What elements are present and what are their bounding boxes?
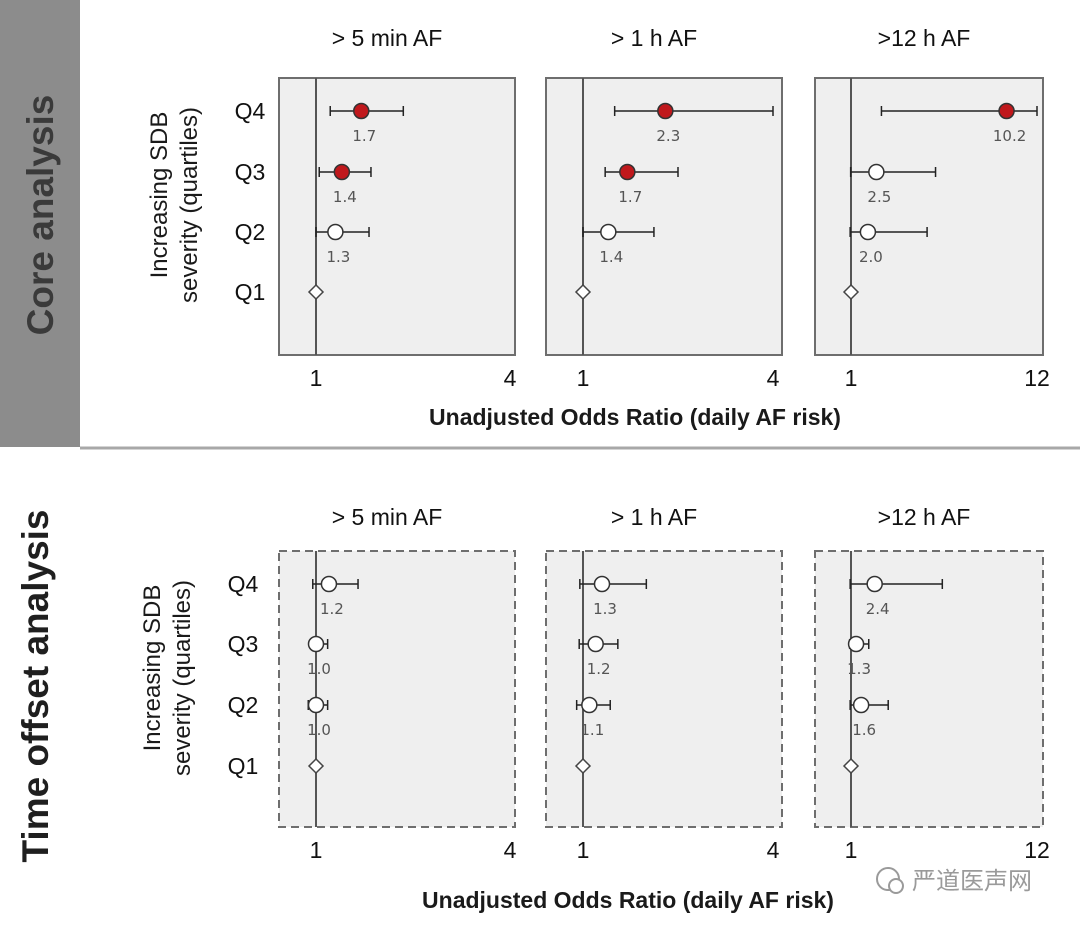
point-marker [307,635,325,653]
panel-title: > 1 h AF [611,504,697,530]
watermark-logo-icon-inner [888,878,904,894]
x-tick-label: 1 [577,837,590,863]
point-marker [593,575,611,593]
value-label: 1.7 [618,188,642,206]
x-tick-label: 1 [310,837,323,863]
panel-title: >12 h AF [878,25,971,51]
reference-diamond-marker [842,757,860,775]
time-offset-side-band [0,451,80,927]
value-label: 1.1 [580,721,604,739]
panel-frame [278,550,516,828]
x-tick-label: 1 [310,365,323,391]
category-label: Q2 [235,219,266,245]
category-label: Q3 [228,631,259,657]
forest-panel: >12 h AF 1 12 10.2 2.5 2.0 [814,25,1050,391]
value-label: 1.3 [593,600,617,618]
core-side-band [0,0,80,447]
panel-frame [814,550,1044,828]
category-label: Q4 [235,98,266,124]
x-tick-label: 4 [767,837,780,863]
panel-title: > 1 h AF [611,25,697,51]
value-label: 1.4 [599,248,623,266]
value-label: 10.2 [993,127,1026,145]
significant-point-marker [619,163,636,181]
panel-frame [814,77,1044,356]
significant-point-marker [998,102,1015,120]
x-tick-label: 1 [845,365,858,391]
value-label: 1.7 [352,127,376,145]
panel-title: > 5 min AF [332,25,443,51]
value-label: 1.0 [307,660,331,678]
reference-diamond-marker [574,757,592,775]
value-label: 1.2 [320,600,344,618]
core-x-axis-title: Unadjusted Odds Ratio (daily AF risk) [429,404,841,430]
x-tick-label: 4 [504,365,517,391]
value-label: 2.4 [866,600,890,618]
panel-frame [545,550,783,828]
value-label: 2.0 [859,248,883,266]
panel-title: > 5 min AF [332,504,443,530]
significant-point-marker [657,102,674,120]
value-label: 1.3 [847,660,871,678]
point-marker [600,223,617,241]
value-label: 1.0 [307,721,331,739]
value-label: 1.3 [326,248,350,266]
significant-point-marker [333,163,351,181]
category-label: Q1 [235,279,266,305]
value-label: 1.6 [852,721,876,739]
time-offset-row-axis-title-line2: severity (quartiles) [169,580,196,776]
reference-diamond-marker [574,283,592,301]
point-marker [852,696,870,714]
panel-title: >12 h AF [878,504,971,530]
forest-panel: > 1 h AF 1 4 1.3 1.2 1.1 [545,504,783,863]
watermark: 严道医声网 [876,867,1032,895]
value-label: 1.2 [587,660,611,678]
x-tick-label: 1 [577,365,590,391]
forest-panel: > 1 h AF 1 4 2.3 1.7 1.4 [545,25,783,391]
forest-panels: > 5 min AF 1 4 Q4 1.7 Q3 1.4 Q2 1.3 Q1 > 1 h AF 1 4 2… [228,25,1050,863]
category-label: Q1 [228,753,259,779]
panel-frame [545,77,783,356]
x-tick-label: 1 [845,837,858,863]
time-offset-row-axis-title-line1: Increasing SDB [139,585,166,752]
x-tick-label: 4 [504,837,517,863]
value-label: 2.3 [656,127,680,145]
watermark-text: 严道医声网 [912,868,1032,895]
point-marker [847,635,865,653]
point-marker [320,575,338,593]
value-label: 1.4 [333,188,357,206]
time-offset-side-label: Time offset analysis [15,509,56,862]
reference-diamond-marker [842,283,860,301]
point-marker [868,163,885,181]
reference-diamond-marker [307,283,325,301]
x-tick-label: 12 [1024,837,1050,863]
point-marker [327,223,344,241]
core-row-axis-title-line2: severity (quartiles) [176,107,203,303]
reference-diamond-marker [307,757,325,775]
point-marker [587,635,604,653]
core-side-label: Core analysis [20,95,61,336]
point-marker [859,223,877,241]
x-tick-label: 4 [767,365,780,391]
forest-panel: > 5 min AF 1 4 Q4 1.2 Q3 1.0 Q2 1.0 Q1 [228,504,517,863]
panel-frame [278,77,516,356]
x-tick-label: 12 [1024,365,1050,391]
time-offset-x-axis-title: Unadjusted Odds Ratio (daily AF risk) [422,887,834,913]
significant-point-marker [353,102,370,120]
core-row-axis-title-line1: Increasing SDB [146,112,173,279]
forest-panel: > 5 min AF 1 4 Q4 1.7 Q3 1.4 Q2 1.3 Q1 [235,25,517,391]
category-label: Q4 [228,571,259,597]
category-label: Q2 [228,692,259,718]
point-marker [307,696,325,714]
category-label: Q3 [235,159,266,185]
value-label: 2.5 [867,188,891,206]
point-marker [866,575,883,593]
forest-panel: >12 h AF 1 12 2.4 1.3 1.6 [814,504,1050,863]
point-marker [581,696,598,714]
